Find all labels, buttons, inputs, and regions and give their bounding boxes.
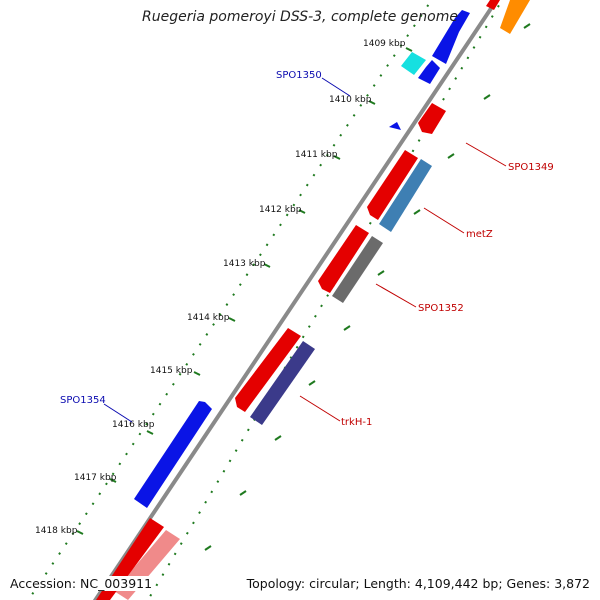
tick-label-1414: 1414 kbp — [187, 313, 230, 323]
gene-top-red[interactable] — [486, 0, 500, 10]
gene-arrow-red-1[interactable] — [367, 150, 418, 220]
gene-label-spo1349[interactable]: SPO1349 — [508, 162, 554, 173]
gene-arrow-spo1350[interactable] — [418, 60, 440, 84]
tick-label-1412: 1412 kbp — [259, 205, 302, 215]
tick-label-1410: 1410 kbp — [329, 95, 372, 105]
gene-arrow-top-blue[interactable] — [432, 10, 470, 64]
gene-metz[interactable] — [379, 159, 432, 232]
inner-major-ticks — [76, 47, 413, 535]
label-leaders — [103, 77, 507, 423]
inner-tick-ring — [27, 0, 433, 600]
tick-label-1413: 1413 kbp — [223, 259, 266, 269]
outer-tick-ring — [146, 0, 504, 600]
tick-labels: 1409 kbp 1410 kbp 1411 kbp 1412 kbp 1413… — [35, 39, 406, 536]
gene-label-metz[interactable]: metZ — [466, 229, 493, 240]
map-title: Ruegeria pomeroyi DSS-3, complete genome — [142, 9, 458, 25]
tick-label-1416: 1416 kbp — [112, 420, 155, 430]
gene-cyan[interactable] — [401, 52, 426, 75]
tick-label-1411: 1411 kbp — [295, 150, 338, 160]
gene-top-orange[interactable] — [500, 0, 530, 34]
gene-label-spo1350[interactable]: SPO1350 — [276, 70, 322, 81]
accession-text: Accession: NC_003911 — [8, 576, 155, 591]
gene-arrow-red-3[interactable] — [235, 328, 301, 412]
gene-spo1352[interactable] — [332, 236, 383, 303]
tick-label-1417: 1417 kbp — [74, 473, 117, 483]
gene-trkh1[interactable] — [250, 341, 315, 425]
gene-small-blue[interactable] — [389, 122, 401, 130]
tick-label-1415: 1415 kbp — [150, 366, 193, 376]
tick-label-1418: 1418 kbp — [35, 526, 78, 536]
reverse-genes[interactable] — [96, 0, 530, 600]
outer-dashes — [204, 23, 531, 551]
gene-label-trkh1[interactable]: trkH-1 — [341, 417, 372, 428]
gene-arrow-red-2[interactable] — [318, 225, 369, 293]
gene-label-spo1354[interactable]: SPO1354 — [60, 395, 106, 406]
gene-label-spo1352[interactable]: SPO1352 — [418, 303, 464, 314]
tick-label-1409: 1409 kbp — [363, 39, 406, 49]
genome-backbone — [92, 0, 500, 600]
gene-arrow-spo1349[interactable] — [418, 103, 446, 134]
topology-info-text: Topology: circular; Length: 4,109,442 bp… — [244, 576, 592, 591]
gene-arrow-spo1354[interactable] — [134, 401, 212, 508]
gene-labels[interactable]: SPO1350 SPO1354 SPO1349 metZ SPO1352 trk… — [60, 70, 554, 428]
